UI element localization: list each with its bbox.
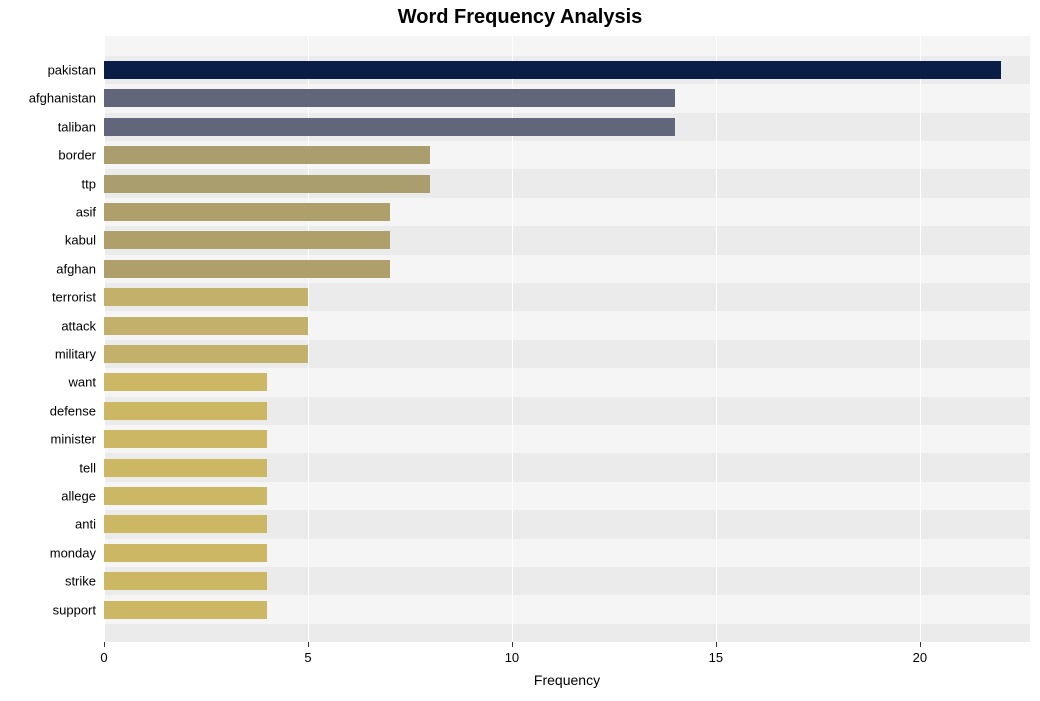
bar-want: [104, 373, 267, 391]
y-label-anti: anti: [0, 518, 96, 531]
y-label-asif: asif: [0, 206, 96, 219]
y-label-support: support: [0, 603, 96, 616]
bar-defense: [104, 402, 267, 420]
bar-military: [104, 345, 308, 363]
y-label-allege: allege: [0, 490, 96, 503]
x-tick-mark: [512, 642, 513, 647]
x-tick-mark: [308, 642, 309, 647]
bar-ttp: [104, 175, 430, 193]
bar-asif: [104, 203, 390, 221]
bar-kabul: [104, 231, 390, 249]
bar-support: [104, 601, 267, 619]
row-band: [104, 624, 1030, 642]
x-tick-mark: [716, 642, 717, 647]
bar-monday: [104, 544, 267, 562]
row-band: [104, 36, 1030, 56]
plot-area: [104, 36, 1030, 642]
y-label-afghan: afghan: [0, 262, 96, 275]
bar-terrorist: [104, 288, 308, 306]
bar-strike: [104, 572, 267, 590]
x-axis-title: Frequency: [104, 672, 1030, 688]
bar-minister: [104, 430, 267, 448]
bar-border: [104, 146, 430, 164]
chart-title: Word Frequency Analysis: [0, 6, 1040, 29]
bar-afghanistan: [104, 89, 675, 107]
bar-anti: [104, 515, 267, 533]
y-label-strike: strike: [0, 575, 96, 588]
x-tick-mark: [920, 642, 921, 647]
y-label-kabul: kabul: [0, 234, 96, 247]
x-tick-label: 0: [100, 650, 107, 665]
y-label-border: border: [0, 149, 96, 162]
y-label-monday: monday: [0, 546, 96, 559]
bar-pakistan: [104, 61, 1001, 79]
x-tick-label: 15: [709, 650, 723, 665]
bar-tell: [104, 459, 267, 477]
y-label-ttp: ttp: [0, 177, 96, 190]
y-label-tell: tell: [0, 461, 96, 474]
y-label-attack: attack: [0, 319, 96, 332]
bar-afghan: [104, 260, 390, 278]
y-label-afghanistan: afghanistan: [0, 92, 96, 105]
x-tick-label: 5: [304, 650, 311, 665]
bar-attack: [104, 317, 308, 335]
y-label-terrorist: terrorist: [0, 291, 96, 304]
chart-container: Word Frequency Analysis pakistan afghanis…: [0, 0, 1040, 701]
x-tick-mark: [104, 642, 105, 647]
y-label-defense: defense: [0, 404, 96, 417]
x-tick-label: 20: [913, 650, 927, 665]
x-tick-label: 10: [505, 650, 519, 665]
bar-allege: [104, 487, 267, 505]
y-label-minister: minister: [0, 433, 96, 446]
y-label-military: military: [0, 348, 96, 361]
bar-taliban: [104, 118, 675, 136]
grid-line: [716, 36, 717, 642]
y-label-pakistan: pakistan: [0, 64, 96, 77]
grid-line: [920, 36, 921, 642]
y-label-want: want: [0, 376, 96, 389]
y-label-taliban: taliban: [0, 120, 96, 133]
